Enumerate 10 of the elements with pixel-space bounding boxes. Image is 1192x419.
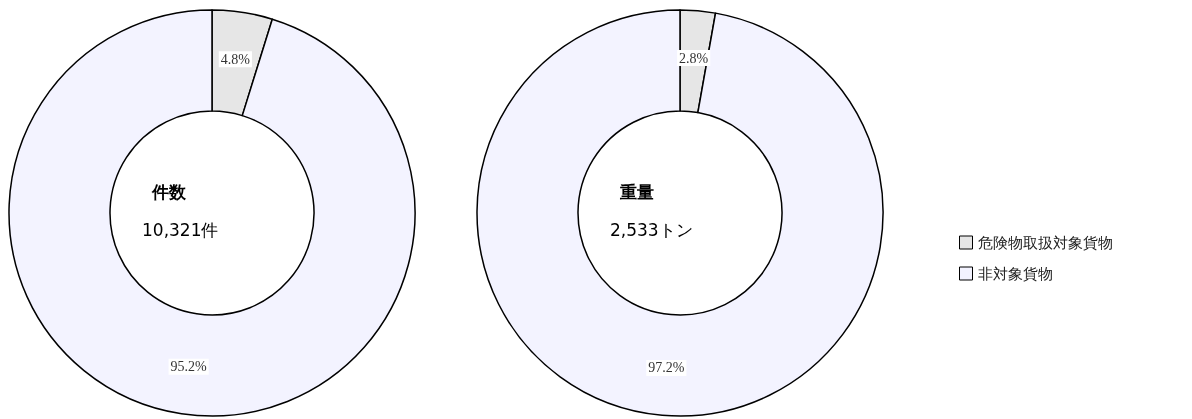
text: 2,533トン: [610, 219, 693, 240]
data-label: 95.2%: [170, 359, 208, 375]
data-label: 4.8%: [220, 51, 251, 67]
data-label: 97.2%: [648, 360, 685, 376]
legend-label: 非対象貨物: [977, 264, 1053, 283]
slice-label: 重量: [619, 181, 654, 202]
text: 10,321件: [142, 219, 219, 240]
data-label: 2.8%: [679, 50, 709, 66]
slice-label: 件数: [151, 181, 187, 202]
legend-label: 危険物取扱対象貨物: [977, 233, 1113, 252]
